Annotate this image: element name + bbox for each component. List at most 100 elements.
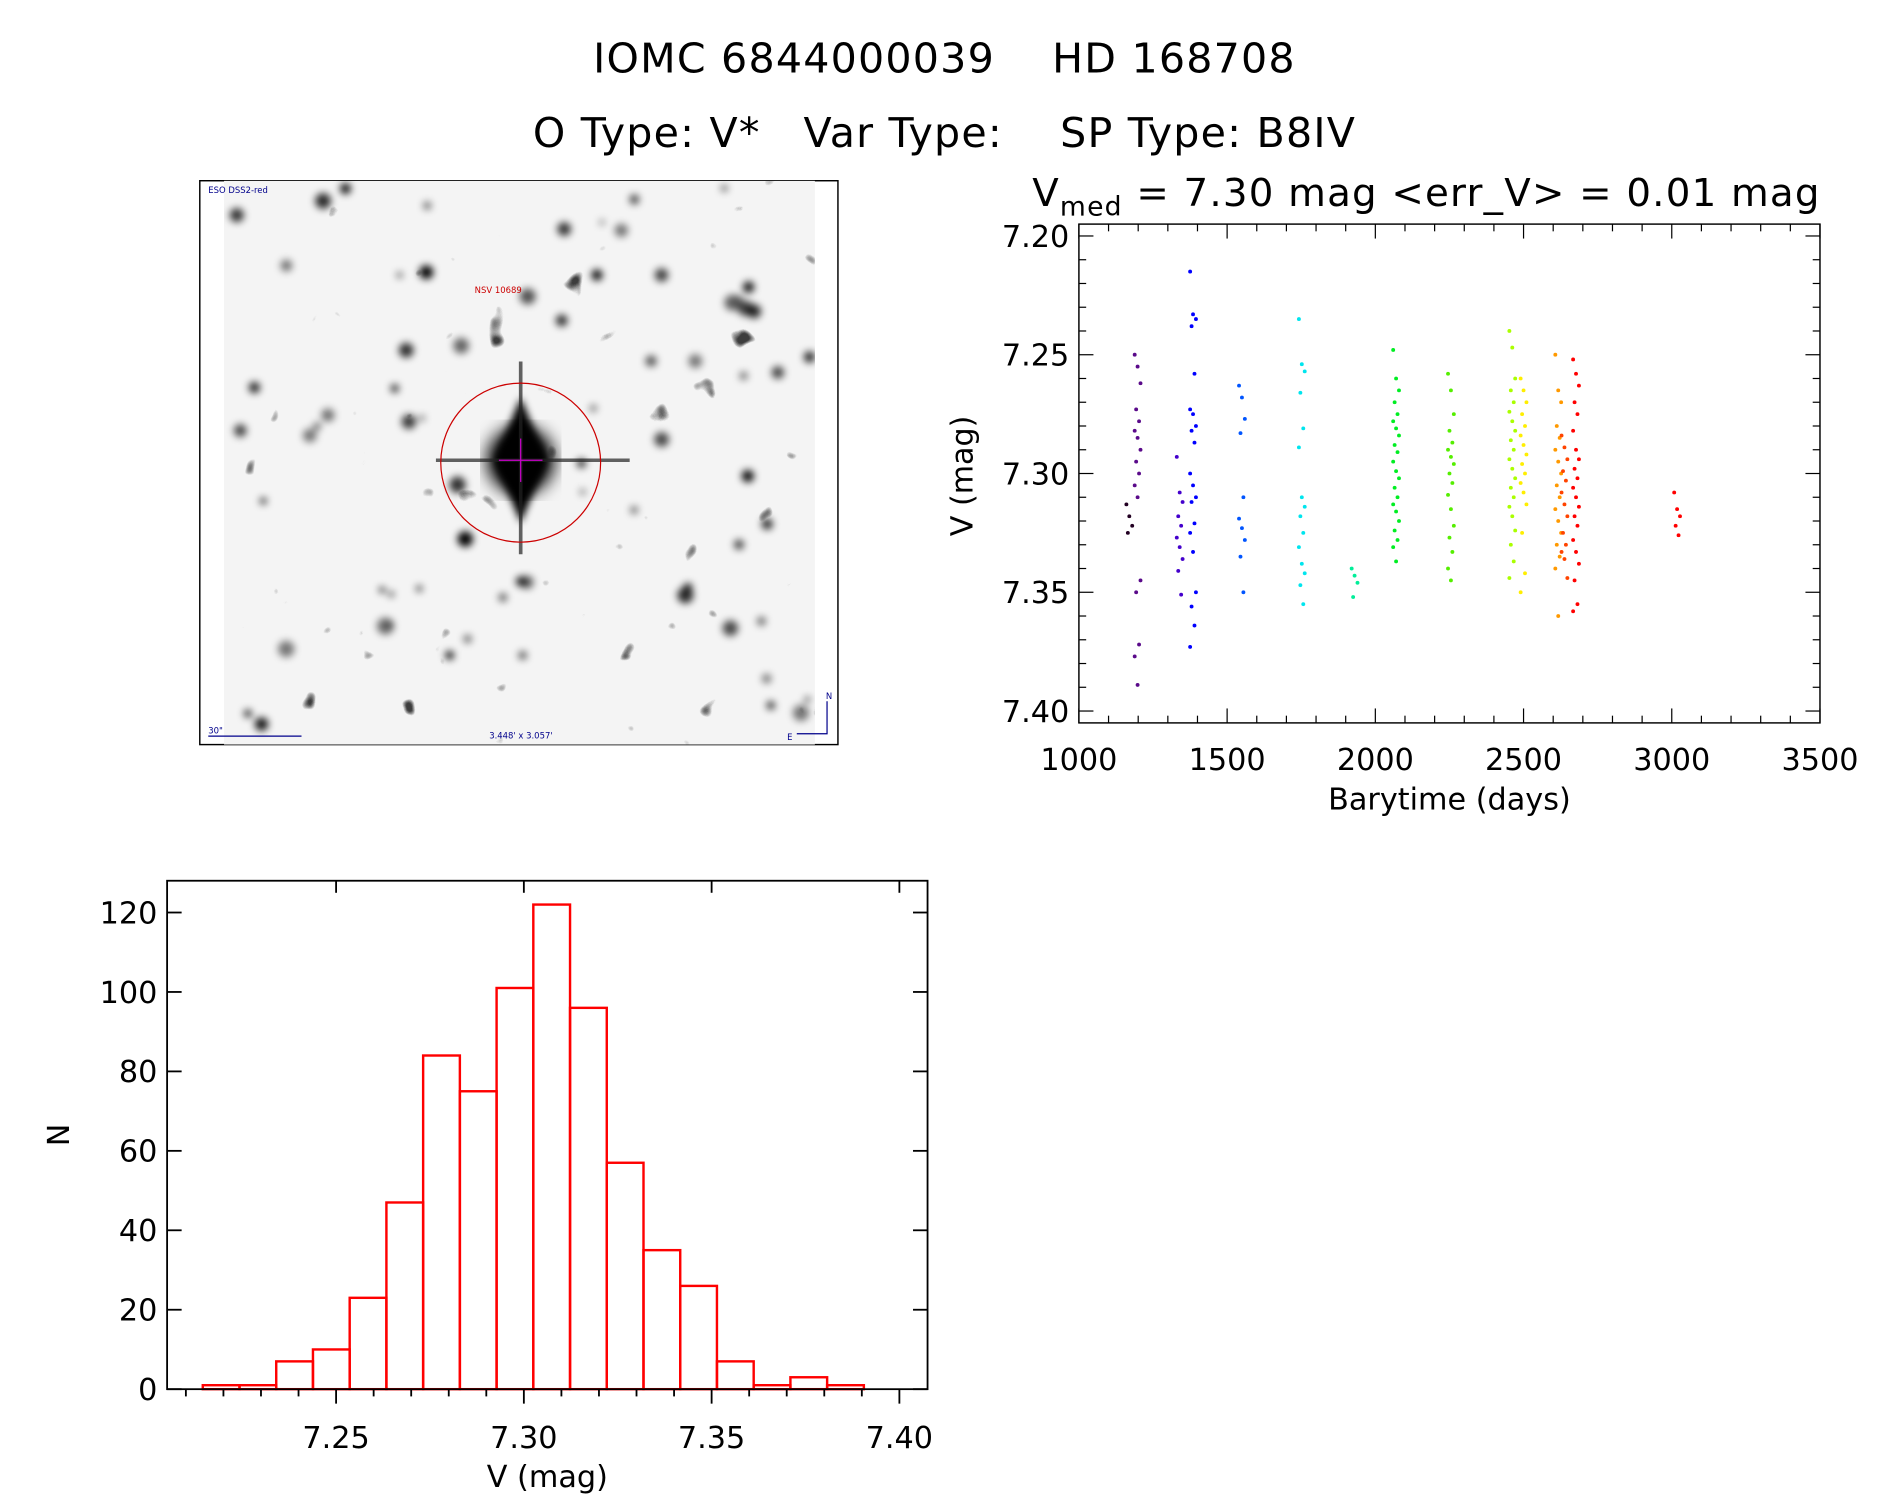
data-point xyxy=(1352,573,1357,578)
field-star xyxy=(457,531,474,547)
x-tick-label: 2500 xyxy=(1485,743,1562,778)
data-point xyxy=(1134,590,1139,595)
data-point xyxy=(1672,490,1677,495)
data-point xyxy=(1351,595,1356,599)
data-point xyxy=(1138,578,1143,583)
data-point xyxy=(1237,516,1241,521)
data-point xyxy=(1575,412,1580,417)
data-point xyxy=(1450,440,1455,445)
field-star xyxy=(376,617,394,635)
data-point xyxy=(1194,590,1198,595)
data-point xyxy=(1572,400,1577,405)
data-point xyxy=(1188,530,1193,535)
field-star xyxy=(736,295,743,302)
data-point xyxy=(1132,352,1137,357)
data-point xyxy=(1392,485,1397,490)
data-point xyxy=(1188,269,1193,274)
data-point xyxy=(1447,535,1452,540)
data-point xyxy=(1135,495,1140,500)
data-point xyxy=(1576,561,1581,566)
title-v: V xyxy=(1032,171,1060,216)
data-point xyxy=(1511,495,1516,500)
field-star xyxy=(449,476,466,493)
histogram-bar xyxy=(458,1090,498,1391)
x-tick-label: 3500 xyxy=(1781,743,1858,778)
x-tick-label: 1500 xyxy=(1189,743,1266,778)
data-point xyxy=(1446,566,1450,571)
data-point xyxy=(1565,457,1570,462)
data-point xyxy=(1513,376,1518,381)
data-point xyxy=(1188,407,1193,412)
data-point xyxy=(1678,514,1682,519)
field-star xyxy=(739,371,748,380)
histogram-bar xyxy=(275,1360,315,1391)
data-point xyxy=(1394,469,1399,474)
data-point xyxy=(1127,514,1132,519)
data-point xyxy=(1559,400,1564,405)
data-point xyxy=(1138,381,1143,386)
data-point xyxy=(1556,459,1561,464)
data-point xyxy=(1392,400,1397,405)
sky-image xyxy=(224,180,815,745)
histogram-bar xyxy=(532,903,572,1391)
data-point xyxy=(1508,438,1513,443)
field-star xyxy=(645,355,657,367)
field-star xyxy=(396,271,403,279)
survey-label: ESO DSS2-red xyxy=(208,185,268,195)
field-star xyxy=(589,404,597,412)
data-point xyxy=(1675,507,1680,512)
field-star xyxy=(418,415,425,422)
data-point xyxy=(1176,568,1181,573)
field-star xyxy=(756,616,766,626)
light-curve-ylabel: V (mag) xyxy=(945,416,980,537)
data-point xyxy=(1189,428,1194,433)
data-point xyxy=(1174,535,1179,540)
data-point xyxy=(1135,682,1140,687)
data-point xyxy=(1510,419,1515,424)
data-point xyxy=(1299,362,1304,367)
data-point xyxy=(1391,419,1396,424)
field-star xyxy=(762,674,772,684)
data-point xyxy=(1392,443,1397,447)
data-point xyxy=(1572,466,1577,471)
field-star xyxy=(416,585,423,592)
field-star xyxy=(599,219,605,225)
data-point xyxy=(1565,576,1570,580)
x-tick-label: 7.30 xyxy=(490,1421,557,1456)
field-star xyxy=(248,381,261,394)
data-point xyxy=(1521,443,1526,447)
title-rest: = 7.30 mag <err_V> = 0.01 mag xyxy=(1123,171,1821,216)
data-point xyxy=(1192,521,1197,526)
field-star xyxy=(654,432,670,447)
field-star xyxy=(463,634,472,643)
data-point xyxy=(1301,426,1306,431)
y-tick-label: 7.40 xyxy=(1002,695,1069,730)
data-point xyxy=(1554,542,1559,547)
data-point xyxy=(1179,592,1184,597)
data-point xyxy=(1132,428,1137,433)
object-label: NSV 10689 xyxy=(475,285,522,295)
field-star xyxy=(229,208,244,223)
field-star xyxy=(379,587,385,593)
field-star xyxy=(734,539,744,550)
data-point xyxy=(1392,528,1397,533)
field-star xyxy=(519,288,536,305)
data-point xyxy=(1194,317,1198,322)
data-point xyxy=(1511,447,1516,452)
data-point xyxy=(1397,519,1401,523)
data-point xyxy=(1240,526,1244,531)
histogram-bar xyxy=(679,1284,719,1391)
data-point xyxy=(1518,590,1523,595)
data-point xyxy=(1553,507,1558,512)
field-star xyxy=(390,384,399,393)
data-point xyxy=(1576,504,1581,509)
field-star xyxy=(741,469,755,483)
x-tick-label: 1000 xyxy=(1040,743,1117,778)
y-tick-label: 40 xyxy=(119,1214,158,1249)
target-circle xyxy=(440,382,602,543)
histogram-bar xyxy=(642,1248,682,1391)
field-star xyxy=(423,201,432,210)
field-star xyxy=(743,281,755,293)
data-point xyxy=(1194,424,1198,428)
data-point xyxy=(1562,445,1567,450)
